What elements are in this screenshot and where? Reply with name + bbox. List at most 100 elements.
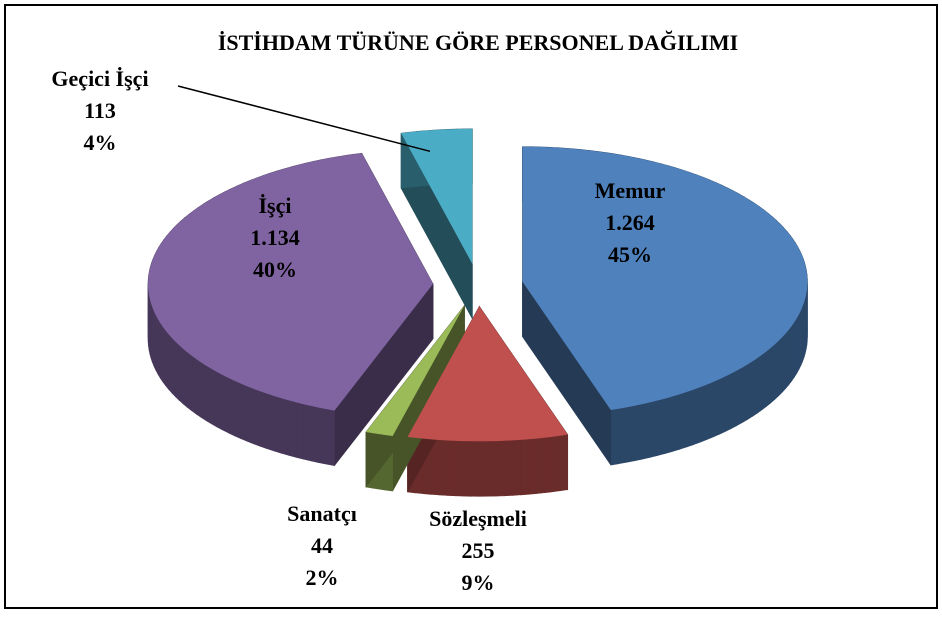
slice-side bbox=[212, 369, 217, 427]
slice-side bbox=[635, 404, 643, 461]
slice-side bbox=[187, 352, 191, 410]
slice-side bbox=[552, 436, 560, 492]
slice-side bbox=[163, 327, 166, 386]
data-label-name: Memur bbox=[595, 178, 666, 203]
data-label-name: Geçici İşçi bbox=[51, 66, 148, 91]
slice-side bbox=[794, 318, 796, 377]
data-label-percent: 45% bbox=[608, 242, 652, 267]
slice-side bbox=[731, 371, 737, 429]
slice-side bbox=[782, 333, 785, 392]
slice-side bbox=[488, 441, 496, 496]
slice-side bbox=[779, 337, 783, 396]
slice-side bbox=[183, 349, 187, 408]
data-label-name: İşçi bbox=[259, 193, 292, 218]
slice-side bbox=[303, 404, 311, 461]
slice-side bbox=[241, 384, 247, 442]
slice-side bbox=[544, 437, 552, 493]
slice-side bbox=[480, 441, 488, 496]
slice-side bbox=[520, 439, 528, 495]
slice-side bbox=[627, 406, 635, 463]
slice-side bbox=[528, 439, 536, 495]
data-label-name: Sözleşmeli bbox=[429, 506, 527, 531]
slice-side bbox=[672, 394, 679, 451]
slice-side bbox=[665, 397, 672, 454]
slice-side bbox=[196, 359, 201, 417]
data-label-value: 44 bbox=[311, 533, 333, 558]
slice-side bbox=[160, 323, 163, 382]
data-label-percent: 9% bbox=[462, 570, 495, 595]
slice-side bbox=[737, 368, 742, 426]
slice-side bbox=[725, 374, 731, 432]
slice-side bbox=[166, 331, 169, 390]
slice-side bbox=[234, 381, 240, 439]
slice-side bbox=[758, 355, 763, 413]
slice-side bbox=[267, 394, 274, 451]
slice-side bbox=[158, 319, 160, 378]
slice-side bbox=[512, 440, 520, 495]
slice-side bbox=[439, 440, 447, 495]
slice-side bbox=[686, 390, 693, 447]
slice-side bbox=[496, 441, 504, 496]
data-label-value: 255 bbox=[462, 538, 495, 563]
slice-side bbox=[319, 408, 327, 465]
slice-side bbox=[693, 387, 700, 444]
slice-side bbox=[650, 401, 658, 458]
slice-side bbox=[296, 402, 304, 459]
slice-side bbox=[560, 435, 568, 491]
slice-side bbox=[217, 372, 223, 430]
slice-side bbox=[762, 351, 766, 409]
data-label-percent: 2% bbox=[306, 565, 339, 590]
slice-side bbox=[472, 441, 480, 496]
slice-side bbox=[786, 330, 789, 389]
slice-side bbox=[169, 334, 172, 393]
slice-side bbox=[775, 341, 779, 400]
slice-side bbox=[679, 392, 686, 449]
slice-side bbox=[192, 356, 197, 414]
slice-side bbox=[206, 366, 211, 424]
data-label-value: 1.264 bbox=[605, 210, 655, 235]
slice-side bbox=[260, 391, 267, 448]
slice-side bbox=[455, 441, 463, 496]
data-label-value: 1.134 bbox=[250, 225, 300, 250]
slice-side bbox=[228, 378, 234, 436]
data-label-name: Sanatçı bbox=[287, 501, 357, 526]
slice-side bbox=[281, 398, 288, 455]
slice-side bbox=[536, 438, 544, 494]
slice-side bbox=[658, 399, 665, 456]
slice-side bbox=[464, 441, 472, 496]
slice-side bbox=[719, 377, 725, 435]
slice-side bbox=[789, 326, 792, 385]
slice-side bbox=[327, 409, 335, 465]
slice-side bbox=[223, 375, 229, 433]
slice-side bbox=[254, 389, 261, 446]
slice-side bbox=[274, 396, 281, 453]
slice-side bbox=[172, 338, 176, 397]
slice-side bbox=[611, 409, 619, 465]
slice-side bbox=[619, 407, 627, 463]
slice-side bbox=[742, 364, 747, 422]
slice-side bbox=[771, 344, 775, 403]
slice-side bbox=[504, 440, 512, 495]
data-label-percent: 40% bbox=[253, 257, 297, 282]
slice-side bbox=[179, 345, 183, 404]
slice-side bbox=[156, 315, 158, 374]
data-label-value: 113 bbox=[84, 98, 116, 123]
slice-side bbox=[288, 400, 295, 457]
slice-side bbox=[431, 439, 439, 495]
slice-side bbox=[792, 322, 795, 381]
slice-side bbox=[247, 386, 254, 444]
slice-side bbox=[753, 358, 758, 416]
slice-side bbox=[311, 406, 319, 463]
slice-side bbox=[767, 348, 771, 406]
chart-title: İSTİHDAM TÜRÜNE GÖRE PERSONEL DAĞILIMI bbox=[218, 30, 738, 55]
slice-side bbox=[797, 314, 799, 373]
slice-side bbox=[748, 361, 753, 419]
slice-side bbox=[175, 342, 179, 401]
slice-side bbox=[447, 440, 455, 495]
slice-side bbox=[706, 382, 712, 440]
data-label-percent: 4% bbox=[84, 130, 117, 155]
slice-side bbox=[201, 362, 206, 420]
slice-side bbox=[700, 385, 707, 443]
